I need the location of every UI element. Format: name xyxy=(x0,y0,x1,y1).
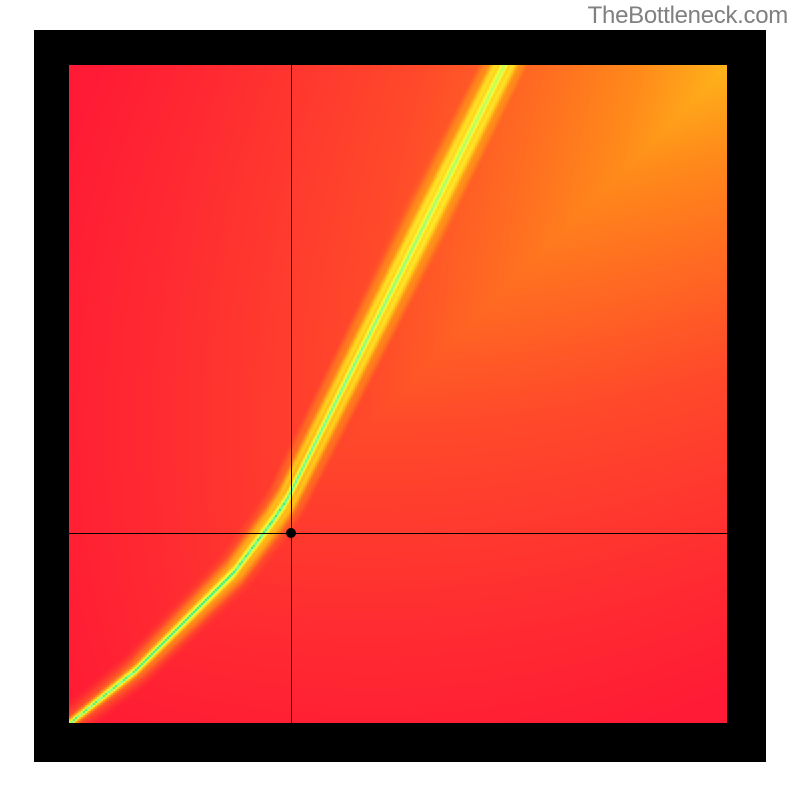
crosshair-horizontal xyxy=(69,533,727,534)
crosshair-vertical xyxy=(291,65,292,723)
page-root: TheBottleneck.com xyxy=(0,0,800,800)
crosshair-dot xyxy=(286,528,296,538)
heatmap-canvas xyxy=(69,65,727,723)
chart-plot-area xyxy=(69,65,727,723)
watermark-text: TheBottleneck.com xyxy=(588,2,788,30)
